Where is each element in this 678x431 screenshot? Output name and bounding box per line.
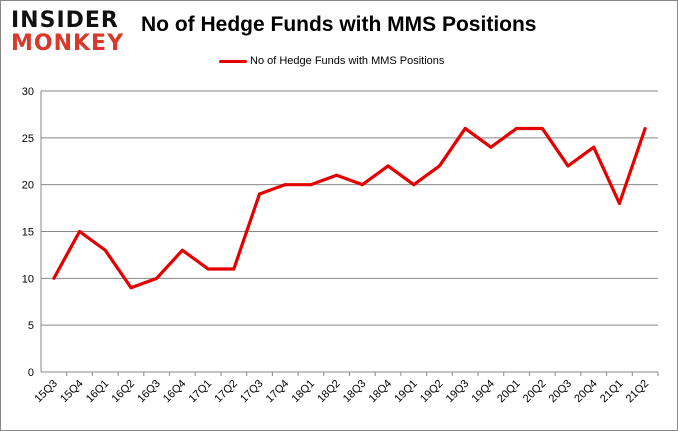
y-tick-label: 5 [28, 320, 34, 332]
logo-line1: INSIDER [11, 8, 119, 33]
x-tick-label: 18Q1 [290, 378, 318, 406]
x-tick-label: 16Q2 [110, 378, 138, 406]
y-tick-label: 0 [28, 367, 34, 379]
data-point [129, 286, 133, 290]
x-tick-label: 20Q2 [521, 378, 549, 406]
x-tick-label: 20Q4 [572, 378, 600, 406]
legend-label: No of Hedge Funds with MMS Positions [250, 55, 445, 67]
x-tick-label: 15Q4 [58, 378, 86, 406]
data-point [180, 248, 184, 252]
data-point [232, 267, 236, 271]
data-point [155, 276, 159, 280]
chart-title: No of Hedge Funds with MMS Positions [141, 13, 537, 36]
data-point [592, 145, 596, 149]
data-point [206, 267, 210, 271]
x-tick-label: 16Q1 [84, 378, 112, 406]
x-tick-label: 19Q4 [469, 378, 497, 406]
legend: No of Hedge Funds with MMS Positions [219, 55, 444, 67]
data-point [52, 276, 56, 280]
x-tick-label: 18Q4 [367, 378, 395, 406]
x-tick-label: 17Q2 [212, 378, 240, 406]
y-tick-label: 15 [22, 227, 34, 239]
data-point [335, 173, 339, 177]
x-tick-label: 19Q1 [392, 378, 420, 406]
x-tick-label: 15Q3 [32, 378, 60, 406]
legend-swatch [219, 59, 247, 63]
data-point [78, 230, 82, 233]
logo-line2: MONKEY [11, 31, 125, 56]
x-tick-label: 16Q3 [135, 378, 163, 406]
x-tick-label: 18Q2 [315, 378, 343, 406]
series-line [52, 126, 647, 290]
data-point [283, 183, 287, 187]
x-tick-label: 18Q3 [341, 378, 369, 406]
y-tick-label: 20 [22, 180, 34, 192]
y-tick-label: 25 [22, 133, 34, 145]
data-point [489, 145, 493, 149]
x-tick-label: 19Q2 [418, 378, 446, 406]
data-point [412, 183, 416, 187]
x-tick-label: 19Q3 [444, 378, 472, 406]
data-point [360, 183, 364, 187]
x-tick-label: 17Q4 [264, 378, 292, 406]
x-tick-label: 17Q1 [187, 378, 215, 406]
data-point [617, 201, 621, 205]
insider-monkey-logo: INSIDER MONKEY [11, 9, 129, 55]
data-point [309, 183, 313, 187]
data-point [258, 192, 262, 196]
y-tick-label: 30 [22, 86, 34, 98]
data-point [103, 248, 107, 252]
x-tick-label: 21Q2 [624, 378, 652, 406]
data-point [540, 126, 544, 130]
x-tick-label: 17Q3 [238, 378, 266, 406]
y-tick-label: 10 [22, 273, 34, 285]
x-tick-label: 20Q3 [547, 378, 575, 406]
data-point [643, 126, 647, 130]
x-tick-label: 20Q1 [495, 378, 523, 406]
data-point [437, 164, 441, 168]
x-tick-label: 21Q1 [598, 378, 626, 406]
data-point [386, 164, 390, 168]
data-point [463, 126, 467, 130]
data-point [515, 126, 519, 130]
x-tick-label: 16Q4 [161, 378, 189, 406]
data-point [566, 164, 570, 168]
